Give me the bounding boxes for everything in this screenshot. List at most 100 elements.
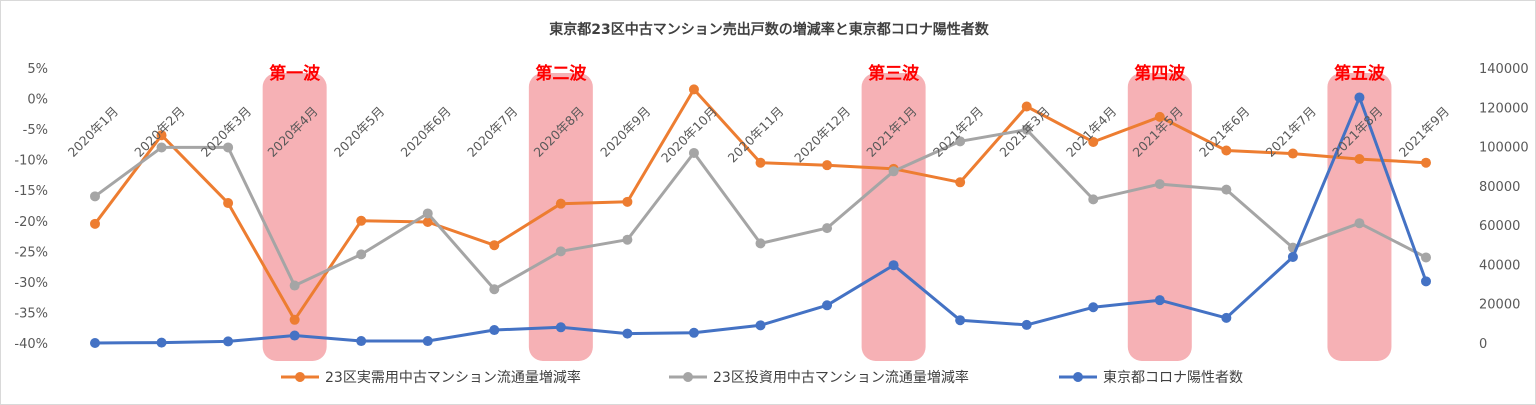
wave-band-3 (861, 73, 926, 361)
data-point (356, 249, 367, 260)
chart-title: 東京都23区中古マンション売出戸数の増減率と東京都コロナ陽性者数 (549, 21, 989, 38)
data-point (688, 84, 699, 95)
y-right-tick-label: 40000 (1479, 258, 1520, 273)
wave-label-2: 第二波 (535, 63, 587, 84)
x-tick-label: 2021年2月 (930, 104, 986, 160)
wave-band-4 (1127, 73, 1192, 361)
wave-band-2 (528, 73, 593, 361)
wave-label-3: 第三波 (868, 63, 920, 84)
data-point (1021, 319, 1032, 330)
data-point (688, 147, 699, 158)
data-point (1221, 312, 1232, 323)
data-point (489, 325, 500, 336)
data-point (955, 136, 966, 147)
x-tick-label: 2020年9月 (597, 104, 653, 160)
data-point (955, 315, 966, 326)
data-point (1088, 194, 1099, 205)
y-left-tick-label: -10% (14, 154, 48, 169)
data-point (1287, 251, 1298, 262)
legend-marker-1 (295, 372, 305, 382)
wave-label-5: 第五波 (1334, 63, 1386, 84)
data-point (1154, 111, 1165, 122)
data-point (622, 196, 633, 207)
data-point (1354, 154, 1365, 165)
data-point (156, 130, 167, 141)
data-point (1421, 252, 1431, 263)
y-right-tick-label: 100000 (1479, 141, 1529, 156)
data-point (1287, 148, 1298, 159)
data-point (156, 142, 167, 153)
y-right-tick-label: 0 (1479, 337, 1487, 352)
data-point (422, 217, 433, 227)
legend-marker-2 (683, 372, 693, 382)
series-lines (90, 84, 1431, 348)
data-point (1088, 136, 1099, 147)
data-point (1421, 276, 1431, 287)
data-point (888, 166, 899, 177)
series-2 (90, 124, 1431, 295)
y-right-tick-label: 20000 (1479, 298, 1520, 313)
data-point (1221, 145, 1232, 156)
y-left-tick-label: -25% (14, 245, 48, 260)
data-point (955, 177, 966, 188)
data-point (822, 160, 833, 171)
legend-label-1: 23区実需用中古マンション流通量増減率 (325, 369, 581, 386)
x-tick-label: 2021年9月 (1396, 104, 1452, 160)
data-point (356, 336, 367, 347)
data-point (1088, 302, 1099, 313)
x-tick-label: 2020年1月 (65, 104, 121, 160)
data-point (622, 328, 633, 339)
data-point (688, 327, 699, 338)
data-point (156, 337, 167, 348)
data-point (555, 246, 566, 257)
y-left-tick-label: 5% (27, 62, 48, 77)
data-point (422, 336, 433, 347)
data-point (755, 320, 766, 331)
legend-label-3: 東京都コロナ陽性者数 (1103, 370, 1243, 386)
y-left-tick-label: -30% (14, 276, 48, 291)
data-point (1354, 92, 1365, 103)
data-point (1154, 295, 1165, 306)
y-left-tick-label: -5% (23, 123, 48, 138)
y-right-tick-label: 60000 (1479, 219, 1520, 234)
y-right-tick-label: 80000 (1479, 180, 1520, 195)
y-left-tick-label: -40% (14, 337, 48, 352)
x-tick-label: 2020年7月 (464, 104, 520, 160)
data-point (223, 142, 234, 153)
y-left-tick-label: -20% (14, 215, 48, 230)
data-point (1021, 124, 1032, 135)
data-point (622, 234, 633, 245)
wave-label-1: 第一波 (269, 63, 321, 84)
data-point (90, 218, 100, 229)
y-axis-left: 5% 0% -5% -10% -15% -20% -25% -30% -35% -40% (14, 62, 48, 352)
data-point (90, 338, 100, 348)
wave-label-4: 第四波 (1134, 63, 1186, 84)
data-point (822, 223, 833, 234)
data-point (489, 284, 500, 295)
y-left-tick-label: -15% (14, 184, 48, 199)
data-point (755, 157, 766, 168)
y-left-tick-label: -35% (14, 306, 48, 321)
data-point (489, 240, 500, 251)
data-point (555, 198, 566, 209)
data-point (1354, 218, 1365, 229)
x-tick-label: 2020年12月 (791, 104, 853, 166)
data-point (822, 300, 833, 311)
x-tick-label: 2020年5月 (331, 104, 387, 160)
series-3 (90, 92, 1431, 348)
y-axis-right: 140000 120000 100000 80000 60000 40000 20000 0 (1479, 62, 1529, 352)
data-point (356, 215, 367, 226)
y-left-tick-label: 0% (27, 93, 48, 108)
data-point (1421, 157, 1431, 168)
y-right-tick-label: 120000 (1479, 101, 1529, 116)
y-right-tick-label: 140000 (1479, 62, 1529, 77)
legend-label-2: 23区投資用中古マンション流通量増減率 (713, 369, 969, 386)
data-point (888, 260, 899, 271)
data-point (555, 322, 566, 333)
legend: 23区実需用中古マンション流通量増減率 23区投資用中古マンション流通量増減率 東京… (281, 369, 1243, 386)
data-point (223, 198, 234, 209)
legend-marker-3 (1073, 372, 1083, 382)
data-point (289, 330, 300, 341)
